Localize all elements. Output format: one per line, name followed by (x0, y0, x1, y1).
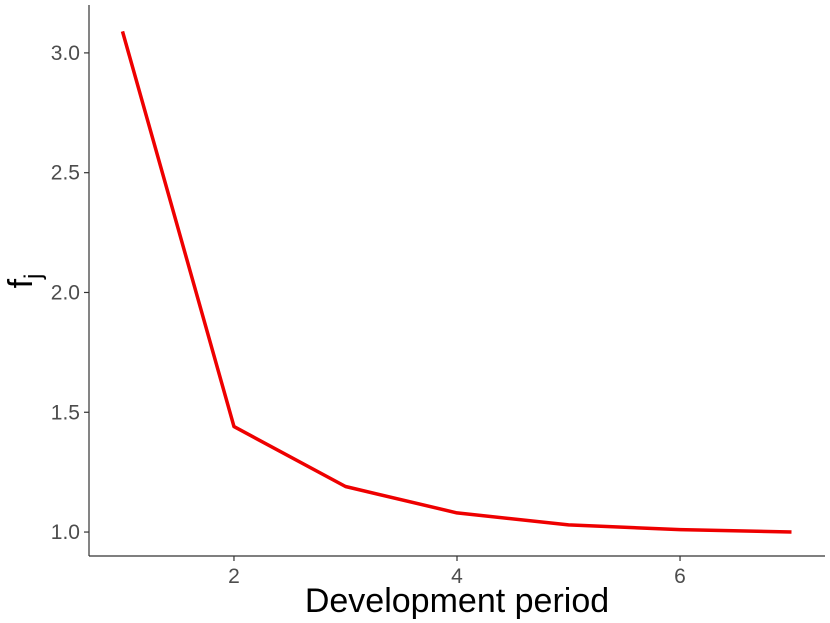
y-axis-title: fj (2, 274, 47, 289)
y-axis-title-main: f (2, 278, 40, 288)
series-line (120, 30, 792, 534)
y-axis-title-subscript: j (20, 274, 47, 280)
plot-area (120, 30, 792, 534)
x-ticks: 2 4 6 (228, 556, 686, 588)
x-tick-label: 4 (451, 565, 463, 588)
y-tick-label: 2.0 (51, 281, 80, 304)
y-tick-label: 1.5 (51, 401, 80, 424)
x-tick-label: 2 (228, 565, 240, 588)
y-tick-label: 1.0 (51, 521, 80, 544)
svg-text:fj: fj (2, 274, 47, 289)
x-tick-label: 6 (674, 565, 686, 588)
y-tick-label: 2.5 (51, 162, 80, 185)
x-axis-title: Development period (305, 582, 609, 620)
y-ticks: 1.0 1.5 2.0 2.5 3.0 (51, 42, 89, 544)
y-tick-label: 3.0 (51, 42, 80, 65)
